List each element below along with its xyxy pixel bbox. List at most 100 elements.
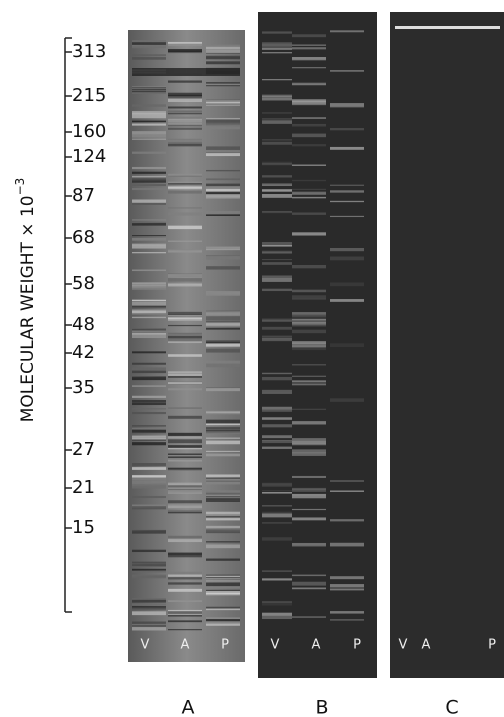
band xyxy=(132,219,166,221)
tick-label: 15 xyxy=(72,517,95,538)
band xyxy=(292,347,326,351)
band xyxy=(206,419,240,424)
band xyxy=(206,255,240,257)
gel-c xyxy=(390,12,504,678)
band xyxy=(262,175,292,178)
band xyxy=(330,190,364,193)
band xyxy=(168,144,202,146)
tick-label: 313 xyxy=(72,41,106,62)
band xyxy=(132,606,166,609)
band xyxy=(132,624,166,628)
band xyxy=(330,343,364,348)
band xyxy=(292,318,326,323)
band xyxy=(206,580,240,582)
band xyxy=(262,118,292,120)
band xyxy=(206,558,240,561)
band xyxy=(168,98,202,102)
band xyxy=(262,278,292,282)
tick-label: 27 xyxy=(72,439,95,460)
band xyxy=(168,112,202,115)
band xyxy=(262,318,292,321)
band xyxy=(262,98,292,101)
band xyxy=(262,190,292,192)
band xyxy=(292,101,326,106)
band xyxy=(206,606,240,610)
lane-label: V xyxy=(141,638,150,653)
band xyxy=(168,371,202,374)
band xyxy=(132,110,166,115)
band xyxy=(132,235,166,237)
band xyxy=(206,590,240,595)
band xyxy=(206,623,240,626)
band xyxy=(262,440,292,444)
band xyxy=(330,247,364,252)
band xyxy=(292,421,326,425)
band xyxy=(132,376,166,381)
band xyxy=(292,123,326,127)
band xyxy=(132,244,166,249)
band xyxy=(132,113,166,116)
band xyxy=(132,395,166,398)
band xyxy=(330,576,364,580)
band xyxy=(292,438,326,442)
band xyxy=(168,324,202,327)
band xyxy=(168,436,202,439)
band xyxy=(132,286,166,290)
band xyxy=(168,354,202,357)
band xyxy=(132,92,166,95)
band xyxy=(330,103,364,108)
band xyxy=(206,481,240,485)
band xyxy=(132,90,166,93)
band xyxy=(168,207,202,209)
band xyxy=(168,505,202,509)
band xyxy=(292,375,326,377)
band xyxy=(206,492,240,495)
band xyxy=(262,112,292,114)
band xyxy=(206,323,240,327)
band xyxy=(168,317,202,320)
band xyxy=(262,42,292,47)
lane-label: A xyxy=(181,638,190,653)
band xyxy=(292,57,326,61)
band xyxy=(292,323,326,327)
band xyxy=(168,485,202,487)
band xyxy=(206,515,240,520)
band xyxy=(206,431,240,434)
band xyxy=(262,483,292,487)
band xyxy=(132,54,166,57)
band xyxy=(206,327,240,330)
band xyxy=(292,517,326,521)
band xyxy=(262,139,292,141)
band xyxy=(132,427,166,430)
band xyxy=(206,152,240,157)
band xyxy=(168,372,202,376)
band xyxy=(206,316,240,321)
band xyxy=(168,337,202,342)
band xyxy=(262,189,292,191)
band xyxy=(206,348,240,353)
band xyxy=(132,328,166,330)
band xyxy=(168,311,202,316)
band xyxy=(262,570,292,572)
band xyxy=(132,131,166,135)
band xyxy=(206,479,240,481)
band xyxy=(132,283,166,287)
band xyxy=(132,351,166,354)
band xyxy=(132,171,166,174)
band xyxy=(206,49,240,54)
band xyxy=(262,392,292,394)
band xyxy=(262,491,292,494)
band xyxy=(168,284,202,287)
band xyxy=(262,439,292,442)
band xyxy=(330,128,364,131)
band xyxy=(330,146,364,150)
band xyxy=(168,278,202,282)
band xyxy=(168,510,202,513)
band xyxy=(262,505,292,507)
band xyxy=(330,70,364,72)
band xyxy=(292,493,326,496)
band xyxy=(262,262,292,265)
band xyxy=(330,282,364,287)
band xyxy=(168,582,202,584)
band xyxy=(132,442,166,446)
